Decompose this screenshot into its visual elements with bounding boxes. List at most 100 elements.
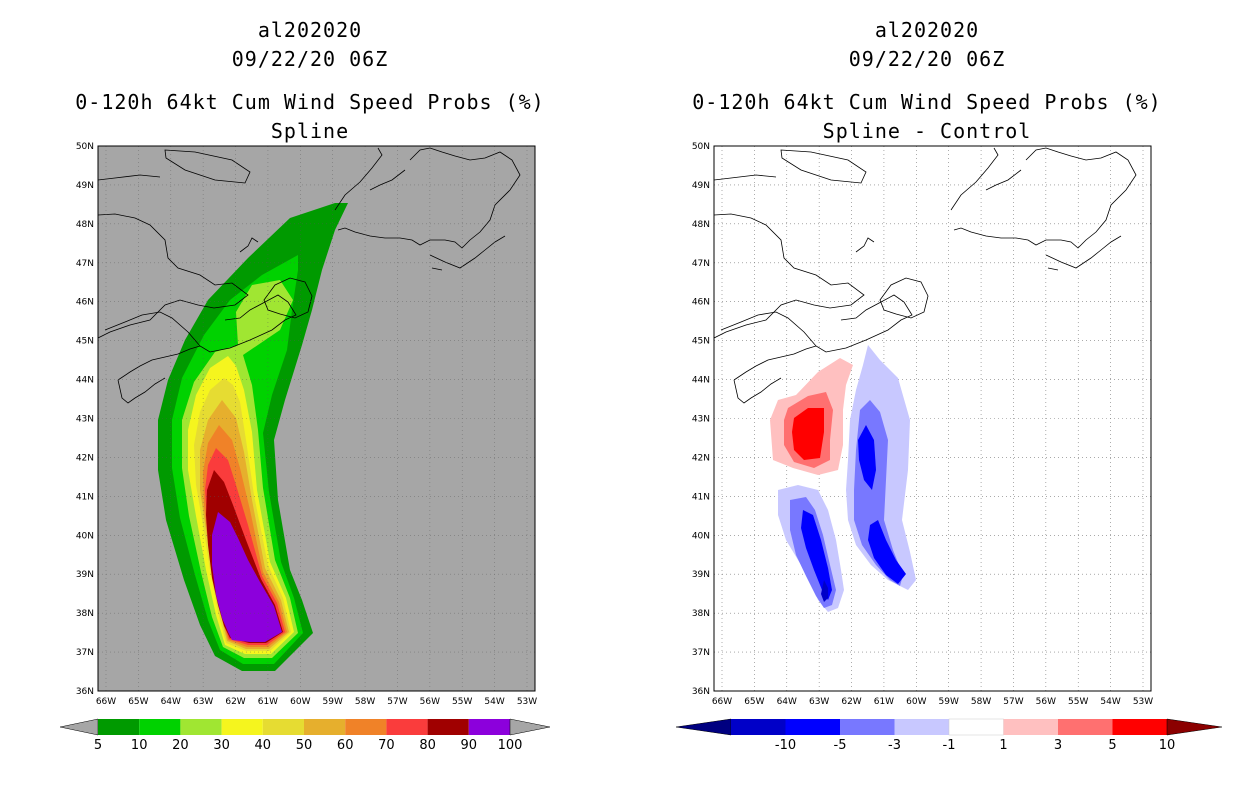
- colorbar-swatch: [427, 719, 469, 735]
- lat-label: 48N: [76, 220, 94, 230]
- lon-label: 63W: [809, 697, 829, 707]
- lon-label: 65W: [128, 697, 148, 707]
- right-colorbar: -10 -5 -3 -1 1 3 5 10: [675, 718, 1223, 753]
- right-lon-ticks: 66W 65W 64W 63W 62W 61W 60W 59W 58W 57W 56W 55W 54W 5…: [712, 697, 1153, 707]
- colorbar-label: 50: [296, 738, 313, 753]
- colorbar-swatch: [1112, 719, 1167, 735]
- colorbar-label: -3: [888, 738, 901, 753]
- lat-label: 36N: [692, 687, 710, 697]
- lon-label: 54W: [1100, 697, 1120, 707]
- lon-label: 63W: [193, 697, 213, 707]
- colorbar-label: 90: [461, 738, 478, 753]
- colorbar-label: -10: [775, 738, 796, 753]
- right-coastlines: [714, 147, 1137, 404]
- lon-label: 61W: [258, 697, 278, 707]
- left-coastlines: [98, 147, 521, 404]
- left-title-product: 0-120h 64kt Cum Wind Speed Probs (%): [75, 90, 545, 114]
- neg-5-a2: [868, 520, 906, 584]
- lat-label: 40N: [76, 531, 94, 541]
- right-lat-ticks: 50N 49N 48N 47N 46N 45N 44N 43N 42N 41N 40N 39N 38N 3…: [692, 142, 710, 697]
- lon-label: 55W: [452, 697, 472, 707]
- left-probability-contours: [98, 147, 521, 671]
- lat-label: 40N: [692, 531, 710, 541]
- left-title: al202020 09/22/20 06Z 0-120h 64kt Cum Wi…: [60, 16, 560, 146]
- lat-label: 44N: [692, 376, 710, 386]
- lat-label: 42N: [692, 453, 710, 463]
- lat-label: 50N: [692, 142, 710, 152]
- lat-label: 39N: [76, 570, 94, 580]
- left-lon-ticks: 66W 65W 64W 63W 62W 61W 60W 59W 58W 57W 56W 55W 54W 5…: [96, 697, 537, 707]
- colorbar-label: 5: [94, 738, 102, 753]
- lat-label: 41N: [692, 492, 710, 502]
- colorbar-label: -1: [943, 738, 956, 753]
- lon-label: 62W: [841, 697, 861, 707]
- lon-label: 60W: [906, 697, 926, 707]
- colorbar-label: 100: [498, 738, 523, 753]
- left-title-storm: al202020: [257, 18, 363, 42]
- colorbar-swatch: [139, 719, 181, 735]
- neg-5-b: [801, 510, 832, 600]
- left-colorbar: 5 10 20 30 40 50 60 70 80 90 100: [59, 718, 551, 753]
- colorbar-label: 10: [131, 738, 148, 753]
- lat-label: 38N: [76, 609, 94, 619]
- right-title-method: Spline - Control: [822, 119, 1032, 143]
- colorbar-label: 1: [999, 738, 1007, 753]
- lon-label: 59W: [323, 697, 343, 707]
- left-map-frame: [97, 145, 536, 692]
- lon-label: 65W: [744, 697, 764, 707]
- colorbar-swatch: [468, 719, 510, 735]
- contour-90: [212, 512, 282, 642]
- lon-label: 59W: [939, 697, 959, 707]
- lat-label: 47N: [76, 259, 94, 269]
- lon-label: 55W: [1068, 697, 1088, 707]
- lon-label: 53W: [517, 697, 537, 707]
- colorbar-swatch: [304, 719, 346, 735]
- lon-label: 66W: [712, 697, 732, 707]
- lon-label: 66W: [96, 697, 116, 707]
- colorbar-swatch: [221, 719, 263, 735]
- lon-label: 57W: [387, 697, 407, 707]
- right-difference-contours: [714, 147, 1137, 612]
- colorbar-label: 80: [419, 738, 436, 753]
- colorbar-label: 40: [255, 738, 272, 753]
- left-title-method: Spline: [270, 119, 350, 143]
- lon-label: 60W: [290, 697, 310, 707]
- lat-label: 45N: [76, 337, 94, 347]
- lat-label: 44N: [76, 376, 94, 386]
- lat-label: 49N: [76, 181, 94, 191]
- colorbar-swatch: [345, 719, 387, 735]
- lon-label: 62W: [225, 697, 245, 707]
- lon-label: 64W: [161, 697, 181, 707]
- right-title-product: 0-120h 64kt Cum Wind Speed Probs (%): [692, 90, 1162, 114]
- left-map: 50N 49N 48N 47N 46N 45N 44N 43N 42N 41N 40N 39N 38N 3…: [59, 142, 551, 753]
- colorbar-low-arrow: [675, 718, 732, 736]
- lat-label: 42N: [76, 453, 94, 463]
- colorbar-swatch: [731, 719, 786, 735]
- lat-label: 48N: [692, 220, 710, 230]
- lat-label: 50N: [76, 142, 94, 152]
- right-title-date: 09/22/20 06Z: [848, 47, 1006, 71]
- lat-label: 43N: [76, 415, 94, 425]
- lat-label: 39N: [692, 570, 710, 580]
- colorbar-low-arrow: [59, 718, 99, 736]
- colorbar-swatch: [840, 719, 895, 735]
- lon-label: 54W: [484, 697, 504, 707]
- colorbar-swatch: [785, 719, 840, 735]
- left-lat-ticks: 50N 49N 48N 47N 46N 45N 44N 43N 42N 41N 40N 39N 38N 3…: [76, 142, 94, 697]
- lat-label: 46N: [692, 298, 710, 308]
- colorbar-high-arrow: [1166, 718, 1223, 736]
- colorbar-swatch: [894, 719, 949, 735]
- neg-5-a: [858, 425, 876, 490]
- colorbar-label: 5: [1108, 738, 1116, 753]
- colorbar-swatch: [386, 719, 428, 735]
- colorbar-swatch: [262, 719, 304, 735]
- pos-5: [792, 408, 824, 460]
- colorbar-swatch: [1058, 719, 1113, 735]
- lat-label: 36N: [76, 687, 94, 697]
- colorbar-label: 3: [1054, 738, 1062, 753]
- lon-label: 58W: [355, 697, 375, 707]
- lon-label: 58W: [971, 697, 991, 707]
- lat-label: 41N: [76, 492, 94, 502]
- lon-label: 61W: [874, 697, 894, 707]
- colorbar-swatch: [948, 718, 1004, 736]
